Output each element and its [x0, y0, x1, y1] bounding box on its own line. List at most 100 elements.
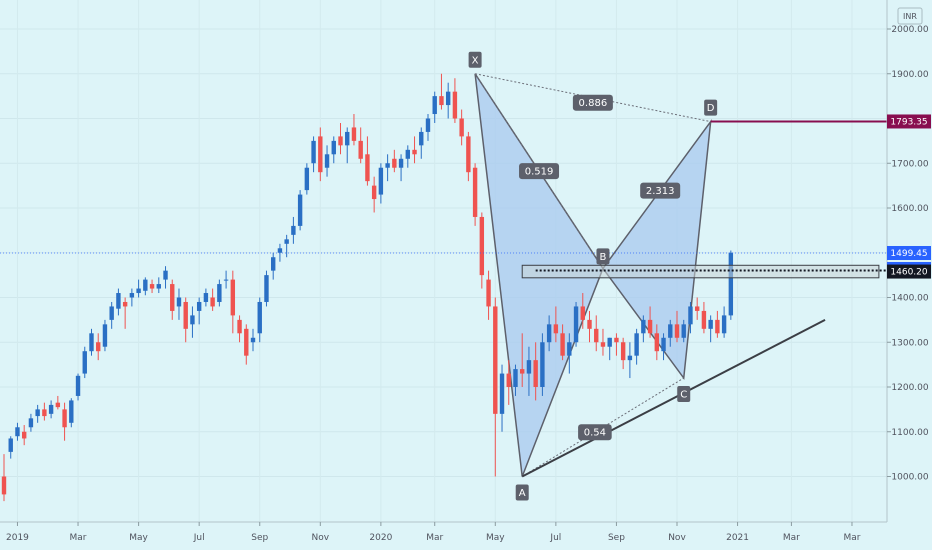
point-label-c-bg	[677, 386, 691, 403]
time-tick-label: Mar	[426, 533, 443, 543]
candle-body	[42, 409, 47, 417]
candle-body	[8, 438, 13, 452]
candle-body	[681, 324, 686, 338]
candle-body	[143, 279, 148, 291]
candle-body	[668, 324, 673, 338]
time-tick-label: Mar	[783, 533, 800, 543]
ratio-label-xb-bg	[519, 163, 560, 180]
candle-body	[1, 476, 7, 495]
candle-body	[614, 337, 619, 343]
price-tick-label: 1200.00	[891, 383, 928, 393]
point-label-x-bg	[468, 51, 482, 68]
candle-body	[271, 257, 276, 271]
candle-body	[230, 279, 236, 316]
candle-body	[694, 306, 700, 311]
candle-body	[445, 91, 451, 106]
point-label-d-bg	[704, 99, 718, 116]
candle-body	[432, 96, 437, 115]
candle-body	[452, 91, 458, 119]
point-label-c: C	[680, 390, 687, 401]
candle-body	[392, 158, 397, 168]
time-tick-label: Jul	[193, 533, 205, 543]
currency-label[interactable]: INR	[897, 7, 923, 25]
time-tick-label: Mar	[70, 533, 87, 543]
candle-body	[721, 315, 727, 334]
price-tick-label: 1100.00	[891, 428, 928, 438]
candle-body	[257, 301, 262, 334]
candle-body	[129, 293, 135, 298]
candle-body	[425, 118, 431, 132]
candle-body	[244, 328, 249, 356]
candle-body	[75, 375, 81, 396]
candle-body	[560, 333, 565, 356]
point-label-a-bg	[515, 484, 529, 501]
candle-body	[324, 154, 330, 168]
candle-body	[102, 324, 108, 347]
price-tick-label: 1300.00	[891, 338, 928, 348]
time-tick-label: 2019	[6, 533, 29, 543]
last-price-tag-bg	[887, 245, 931, 260]
candle-body	[567, 342, 572, 356]
time-tick-label: Nov	[312, 533, 330, 543]
candle-body	[466, 136, 471, 173]
ratio-label-xb: 0.519	[525, 167, 554, 178]
candle-body	[116, 293, 121, 309]
time-tick-label: May	[486, 533, 505, 543]
time-tick-label: Sep	[608, 533, 625, 543]
time-axis[interactable]	[0, 522, 887, 550]
candle-body	[620, 342, 626, 361]
breakout-price-tag: 1460.20	[890, 268, 927, 278]
target-price-tag: 1793.35	[890, 117, 927, 127]
candle-body	[122, 301, 128, 307]
candle-body	[156, 284, 161, 289]
candle-body	[371, 185, 377, 200]
candle-body	[493, 306, 498, 414]
candle-body	[15, 427, 20, 437]
price-tick-label: 1900.00	[891, 70, 928, 80]
candle-body	[217, 284, 222, 302]
candle-body	[553, 324, 559, 334]
candle-body	[486, 279, 491, 307]
price-tick-label: 1400.00	[891, 294, 928, 304]
candle-body	[499, 373, 505, 414]
candle-body	[196, 301, 202, 311]
candle-body	[89, 333, 94, 352]
candle-body	[647, 319, 653, 334]
candle-body	[264, 275, 269, 302]
price-tick-label: 1000.00	[891, 473, 928, 483]
candle-body	[297, 194, 303, 226]
candle-body	[277, 248, 283, 253]
candle-body	[69, 400, 74, 423]
candle-body	[304, 167, 310, 191]
time-tick-label: Mar	[843, 533, 860, 543]
candle-body	[634, 333, 639, 356]
candle-body	[439, 96, 444, 106]
candle-body	[513, 369, 518, 387]
candle-body	[385, 163, 390, 168]
support-trendline	[521, 318, 826, 478]
time-tick-label: Sep	[251, 533, 268, 543]
candle-body	[190, 315, 195, 325]
time-tick-label: May	[129, 533, 148, 543]
candle-body	[35, 409, 40, 417]
candle-body	[580, 306, 585, 320]
candle-body	[715, 319, 720, 334]
ratio-label-xd: 0.886	[579, 98, 608, 109]
candle-body	[62, 409, 67, 428]
candle-body	[546, 324, 552, 343]
candle-body	[109, 306, 114, 320]
candle-body	[149, 284, 155, 289]
candle-body	[479, 216, 485, 276]
candle-body	[688, 306, 693, 325]
candle-body	[674, 324, 680, 338]
candle-body	[540, 342, 545, 387]
price-tick-label: 2000.00	[891, 25, 928, 35]
plot-area[interactable]	[0, 0, 887, 522]
currency-text: INR	[903, 12, 917, 21]
ac-ratio-line	[521, 377, 684, 477]
ratio-label-bd: 2.313	[646, 186, 675, 197]
point-label-b-bg	[596, 248, 610, 265]
candle-body	[318, 136, 323, 173]
